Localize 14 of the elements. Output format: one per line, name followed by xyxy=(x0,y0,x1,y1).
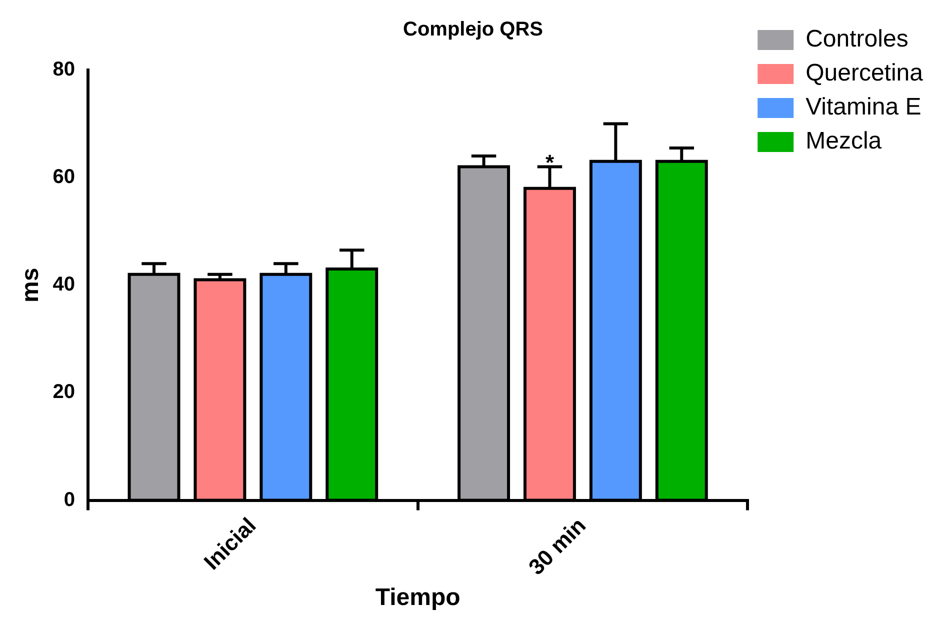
legend-label: Controles xyxy=(806,26,908,53)
y-tick-label: 60 xyxy=(52,166,76,188)
x-tick-label: 30 min xyxy=(524,512,591,580)
annotation: * xyxy=(545,150,554,176)
y-tick-label: 80 xyxy=(52,58,76,81)
chart-title: Complejo QRS xyxy=(402,18,544,41)
legend-label: Mezcla xyxy=(806,128,882,155)
y-axis-title: ms xyxy=(17,268,44,302)
x-axis-title: Tiempo xyxy=(375,584,460,612)
legend-label: Quercetina xyxy=(806,60,924,87)
y-tick-label: 40 xyxy=(52,274,76,296)
y-tick-label: 0 xyxy=(64,488,76,511)
y-tick-label: 20 xyxy=(52,381,76,404)
legend-label: Vitamina E xyxy=(806,94,922,121)
